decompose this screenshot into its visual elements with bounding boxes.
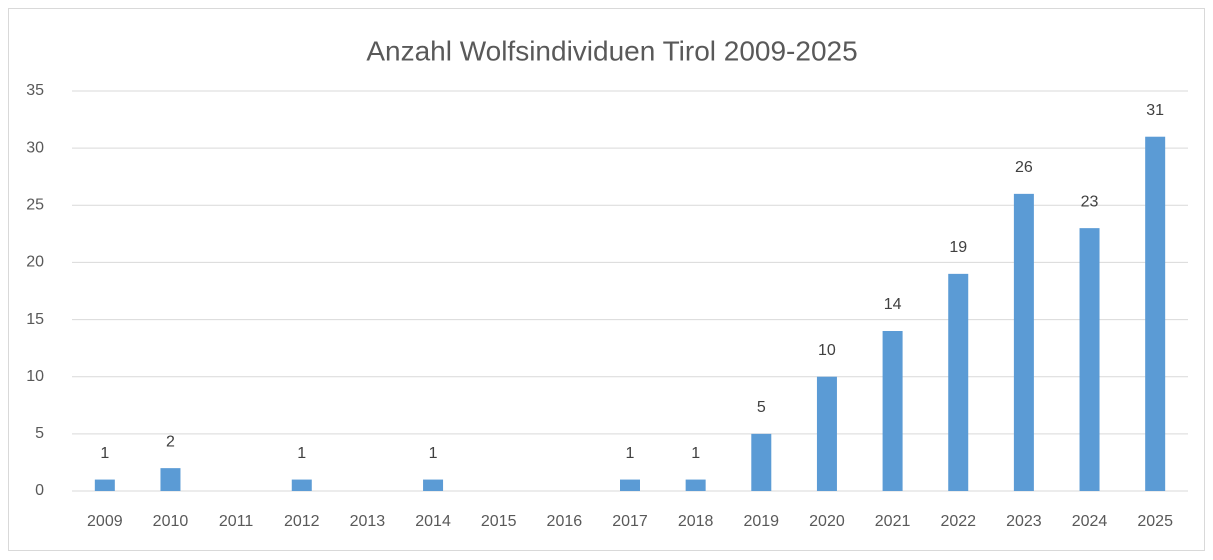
bar [1013,193,1034,491]
x-tick-label: 2013 [350,513,386,530]
bar [423,479,444,491]
bar [948,273,969,491]
bar [160,468,181,491]
value-label: 1 [429,445,438,462]
y-tick-label: 30 [26,139,44,156]
x-tick-label: 2017 [612,513,648,530]
value-label: 31 [1146,102,1164,119]
x-tick-label: 2012 [284,513,320,530]
bar [291,479,312,491]
x-tick-label: 2022 [940,513,976,530]
chart-frame [8,8,1205,551]
y-tick-label: 25 [26,197,44,214]
y-tick-label: 35 [26,82,44,99]
x-tick-label: 2015 [481,513,517,530]
x-tick-label: 2011 [219,513,254,530]
value-label: 1 [626,445,635,462]
bar [751,433,772,491]
x-tick-label: 2010 [153,513,189,530]
value-label: 23 [1081,193,1099,210]
value-label: 14 [884,296,902,313]
x-tick-label: 2024 [1072,513,1108,530]
x-tick-label: 2016 [547,513,583,530]
y-tick-label: 10 [26,368,44,385]
bar [685,479,706,491]
x-tick-label: 2025 [1137,513,1173,530]
bar [94,479,115,491]
x-tick-label: 2023 [1006,513,1042,530]
x-tick-label: 2020 [809,513,845,530]
bar [1145,136,1166,491]
value-label: 19 [949,239,967,256]
bar [620,479,640,491]
x-tick-label: 2018 [678,513,714,530]
value-label: 5 [757,399,766,416]
x-tick-label: 2021 [875,513,911,530]
y-tick-label: 5 [35,425,44,442]
y-tick-label: 20 [26,254,44,271]
bar [1079,228,1100,491]
x-tick-label: 2009 [87,513,123,530]
x-tick-label: 2014 [415,513,451,530]
value-label: 2 [166,433,175,450]
y-tick-label: 15 [26,311,44,328]
y-tick-label: 0 [35,482,44,499]
x-tick-label: 2019 [743,513,779,530]
value-label: 1 [297,445,306,462]
value-label: 10 [818,342,836,359]
chart-title: Anzahl Wolfsindividuen Tirol 2009-2025 [366,35,857,66]
value-label: 1 [100,445,109,462]
value-label: 1 [691,445,700,462]
bar [882,331,903,491]
bar [816,376,837,491]
value-label: 26 [1015,159,1033,176]
